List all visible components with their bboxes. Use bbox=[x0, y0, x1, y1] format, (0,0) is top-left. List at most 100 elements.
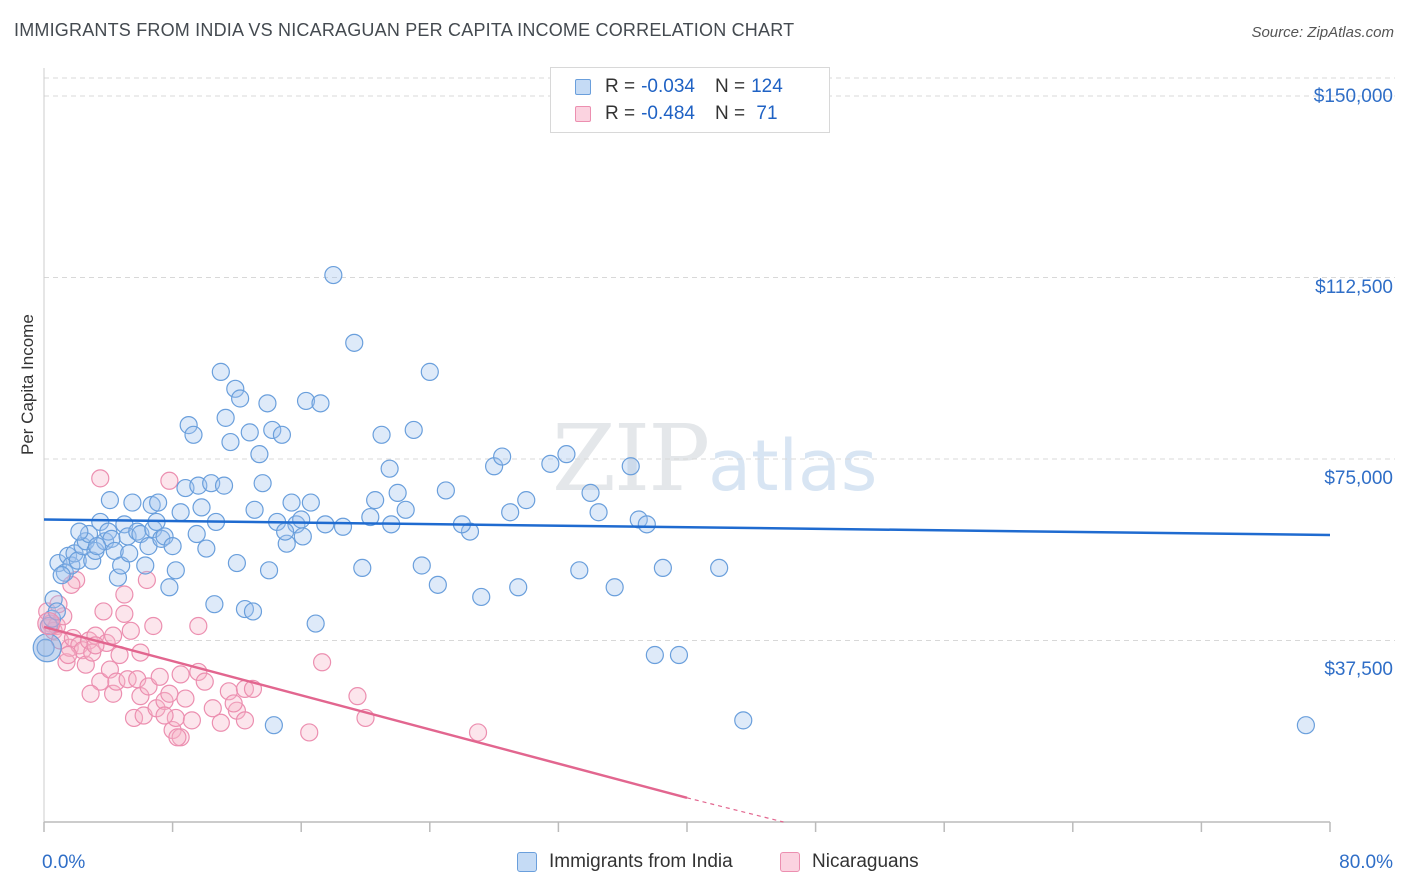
nicaraguans-point bbox=[57, 653, 76, 672]
y-tick-label: $112,500 bbox=[1315, 277, 1393, 298]
nicaraguans-point bbox=[81, 684, 100, 703]
india-point bbox=[388, 483, 407, 502]
india-point bbox=[420, 362, 439, 381]
nicaraguans-point bbox=[160, 684, 179, 703]
india-point bbox=[258, 394, 277, 413]
india-point bbox=[221, 432, 240, 452]
x-tick-label: 0.0% bbox=[42, 852, 86, 873]
india-point bbox=[187, 524, 206, 544]
nicaraguans-point bbox=[189, 616, 208, 636]
india-point bbox=[149, 493, 168, 512]
india-point bbox=[216, 408, 235, 427]
india-point bbox=[621, 457, 640, 476]
india-point bbox=[436, 481, 455, 500]
india-point bbox=[372, 425, 391, 444]
india-point bbox=[70, 522, 89, 541]
india-point bbox=[316, 515, 335, 534]
nicaraguans-point bbox=[155, 706, 174, 725]
india-point-cluster bbox=[32, 633, 62, 663]
bottom-legend-nicaraguans[interactable]: Nicaraguans bbox=[780, 851, 919, 873]
india-point bbox=[171, 503, 190, 522]
india-point bbox=[152, 529, 171, 548]
nicaraguans-point bbox=[182, 711, 201, 730]
india-point bbox=[264, 716, 283, 735]
legend-n-value: 71 bbox=[751, 103, 778, 124]
india-point bbox=[272, 425, 292, 444]
india-point bbox=[282, 493, 301, 512]
nicaraguans-point bbox=[300, 723, 319, 742]
india-point bbox=[263, 420, 282, 440]
india-point bbox=[231, 389, 250, 408]
nicaraguans-point bbox=[171, 665, 190, 684]
india-point bbox=[605, 578, 624, 597]
india-point bbox=[87, 537, 107, 556]
india-point bbox=[570, 561, 589, 580]
y-axis-label: Per Capita Income bbox=[18, 314, 37, 455]
india-point bbox=[653, 558, 672, 578]
india-point bbox=[396, 500, 415, 519]
india-point bbox=[83, 551, 102, 570]
legend-swatch-india bbox=[575, 79, 591, 95]
india-point bbox=[517, 491, 536, 510]
india-point bbox=[227, 553, 246, 573]
legend-n-label: N = bbox=[714, 103, 746, 124]
india-point bbox=[68, 551, 87, 570]
india-point bbox=[412, 556, 431, 575]
legend-swatch-nicaraguans bbox=[575, 106, 591, 122]
y-tick-label: $37,500 bbox=[1324, 659, 1393, 680]
nicaraguans-point bbox=[59, 645, 78, 665]
nicaraguans-point bbox=[104, 626, 123, 645]
legend-n-value: 124 bbox=[751, 76, 783, 97]
y-tick-label: $150,000 bbox=[1313, 86, 1393, 107]
india-point bbox=[557, 445, 576, 464]
nicaraguans-point bbox=[150, 667, 169, 686]
india-point bbox=[404, 420, 423, 440]
nicaraguans-point bbox=[94, 602, 113, 621]
nicaraguans-point bbox=[115, 585, 134, 604]
nicaraguans-point bbox=[144, 616, 163, 636]
india-point bbox=[276, 522, 295, 541]
nicaraguans-point bbox=[137, 570, 156, 590]
india-point bbox=[361, 507, 380, 527]
india-point bbox=[211, 362, 230, 381]
watermark-atlas: atlas bbox=[708, 425, 878, 507]
india-trend-line bbox=[43, 518, 1331, 537]
bottom-legend-india[interactable]: Immigrants from India bbox=[517, 851, 733, 873]
nicaraguans-point bbox=[121, 621, 140, 640]
india-point bbox=[509, 578, 528, 597]
nicaraguans-point bbox=[224, 694, 243, 713]
india-point bbox=[205, 595, 224, 614]
nicaraguans-point bbox=[91, 672, 110, 691]
source-label: Source: ZipAtlas.com bbox=[1251, 24, 1394, 41]
nicaraguans-point bbox=[195, 672, 214, 691]
india-point bbox=[136, 556, 155, 575]
india-point bbox=[160, 578, 179, 597]
india-point bbox=[100, 491, 120, 510]
india-point bbox=[250, 445, 269, 464]
india-point bbox=[123, 493, 142, 512]
nicaraguans-point bbox=[468, 723, 488, 742]
india-point bbox=[296, 391, 316, 411]
india-point bbox=[428, 575, 447, 594]
india-point bbox=[179, 416, 198, 435]
india-point bbox=[166, 561, 185, 580]
chart-title: IMMIGRANTS FROM INDIA VS NICARAGUAN PER … bbox=[14, 20, 795, 40]
india-point bbox=[324, 265, 343, 285]
correlation-legend: R = -0.034 N = 124 R = -0.484 N = 71 bbox=[550, 67, 830, 133]
india-point bbox=[47, 602, 66, 621]
india-point bbox=[36, 638, 55, 657]
india-point bbox=[240, 423, 259, 442]
india-point bbox=[589, 503, 608, 522]
legend-r-value: -0.034 bbox=[641, 76, 695, 97]
legend-r-label: R = bbox=[605, 76, 636, 97]
india-point bbox=[353, 558, 372, 578]
india-point bbox=[226, 379, 245, 398]
legend-r-value: -0.484 bbox=[641, 103, 695, 124]
legend-row-india: R = -0.034 N = 124 bbox=[575, 75, 783, 99]
nicaraguans-trend-extension bbox=[686, 797, 784, 823]
legend-swatch-india bbox=[517, 852, 537, 872]
india-point bbox=[637, 515, 656, 534]
nicaraguans-point bbox=[176, 689, 195, 708]
india-point bbox=[292, 510, 311, 529]
india-point bbox=[710, 558, 729, 578]
